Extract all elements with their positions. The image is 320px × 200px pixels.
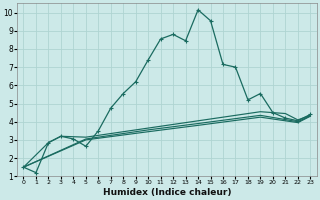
X-axis label: Humidex (Indice chaleur): Humidex (Indice chaleur): [103, 188, 231, 197]
